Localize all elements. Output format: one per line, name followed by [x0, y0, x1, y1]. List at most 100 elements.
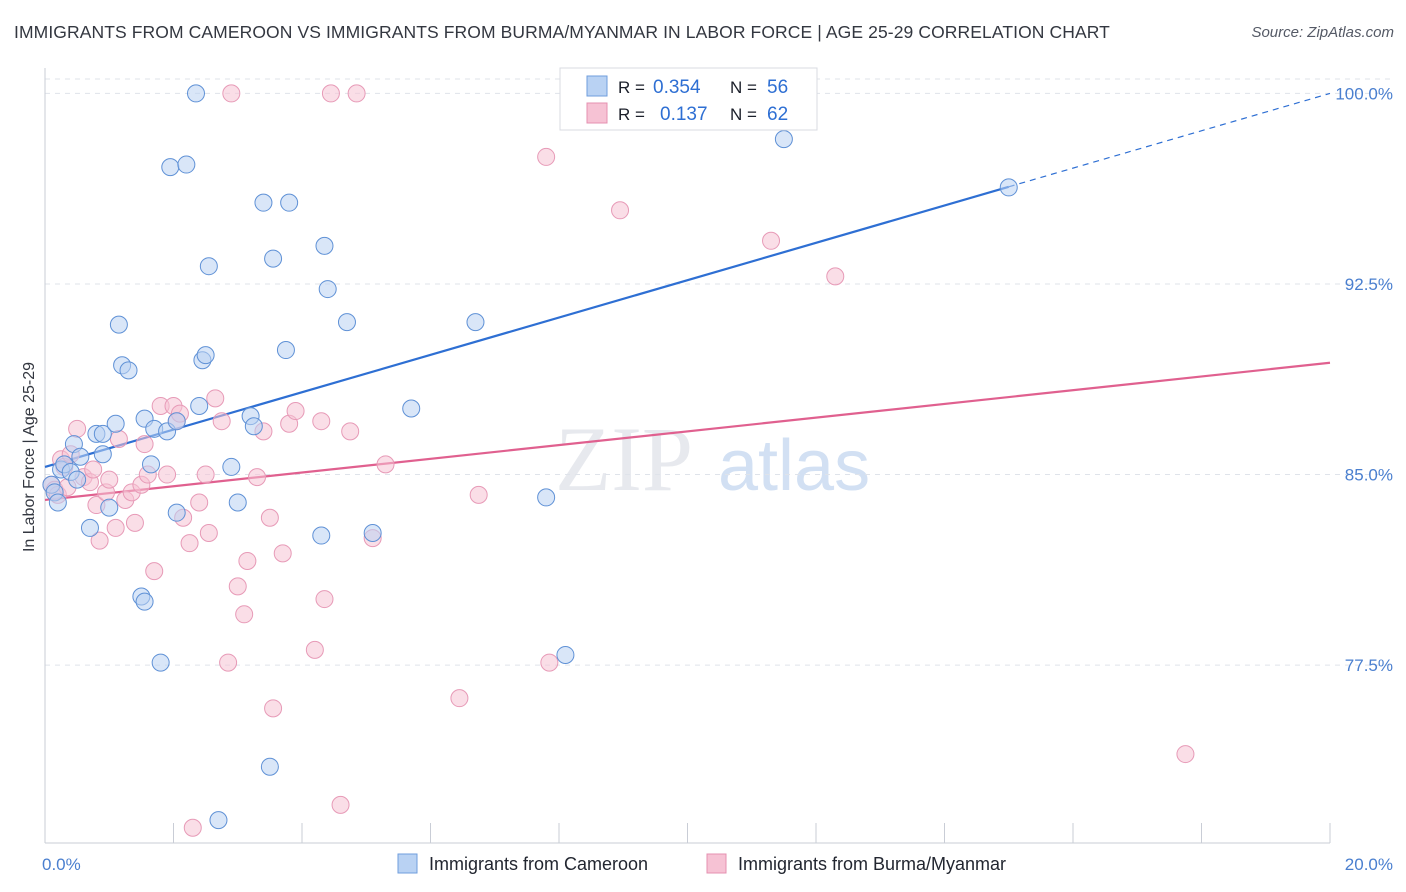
legend-n-value-burma: 62	[767, 104, 788, 125]
point-burma	[315, 590, 334, 609]
x-tick-label: 20.0%	[1345, 855, 1393, 874]
point-burma	[109, 429, 128, 448]
point-burma	[228, 577, 247, 596]
bottom-legend-swatch-burma	[706, 853, 727, 874]
point-burma	[273, 544, 292, 563]
point-cameroon	[142, 455, 161, 474]
point-burma	[450, 689, 469, 708]
point-cameroon	[222, 457, 241, 476]
legend-r-label-burma: R =	[618, 105, 645, 124]
point-cameroon	[466, 313, 485, 332]
point-cameroon	[93, 445, 112, 464]
point-cameroon	[93, 424, 112, 443]
point-cameroon	[254, 193, 273, 212]
point-cameroon	[312, 526, 331, 545]
point-burma	[125, 513, 144, 532]
point-burma	[190, 493, 209, 512]
point-burma	[196, 465, 215, 484]
point-burma	[145, 562, 164, 581]
watermark-atlas: atlas	[718, 426, 870, 506]
point-burma	[347, 84, 366, 103]
point-cameroon	[167, 503, 186, 522]
bottom-legend-swatch-cameroon	[397, 853, 418, 874]
point-burma	[206, 389, 225, 408]
point-cameroon	[167, 412, 186, 431]
chart-title: IMMIGRANTS FROM CAMEROON VS IMMIGRANTS F…	[14, 22, 1110, 42]
legend-n-label-burma: N =	[730, 105, 757, 124]
point-cameroon	[315, 236, 334, 255]
point-burma	[158, 465, 177, 484]
tick-labels: 77.5% 85.0% 92.5% 100.0% 0.0% 20.0%	[42, 84, 1393, 874]
point-burma	[312, 412, 331, 431]
point-burma	[135, 435, 154, 454]
legend-swatch-cameroon	[586, 75, 608, 97]
point-cameroon	[244, 417, 263, 436]
point-cameroon	[363, 524, 382, 542]
point-cameroon	[264, 249, 283, 268]
point-cameroon	[774, 130, 793, 149]
point-cameroon	[260, 757, 279, 776]
point-burma	[469, 485, 488, 504]
point-burma	[264, 699, 283, 718]
grid-lines	[45, 78, 1392, 666]
watermark-zip: ZIP	[555, 408, 693, 510]
point-cameroon	[68, 470, 87, 489]
point-cameroon	[186, 84, 205, 103]
point-cameroon	[402, 399, 421, 418]
point-cameroon	[318, 280, 337, 299]
point-cameroon	[276, 341, 295, 360]
point-cameroon	[537, 488, 556, 507]
legend-r-label-cameroon: R =	[618, 78, 645, 97]
point-burma	[331, 795, 350, 814]
point-cameroon	[135, 592, 154, 611]
point-cameroon	[71, 447, 90, 466]
point-cameroon	[80, 518, 99, 537]
y-tick-label: 85.0%	[1345, 466, 1393, 485]
point-cameroon	[151, 653, 170, 672]
source-credit: Source: ZipAtlas.com	[1251, 24, 1394, 41]
point-burma	[611, 201, 630, 220]
point-cameroon	[199, 257, 218, 276]
point-burma	[1176, 745, 1195, 764]
point-cameroon	[556, 645, 575, 664]
point-burma	[537, 147, 556, 166]
point-burma	[376, 455, 395, 474]
point-cameroon	[100, 498, 119, 517]
point-cameroon	[209, 811, 228, 830]
point-cameroon	[48, 493, 67, 512]
point-cameroon	[280, 193, 299, 212]
point-cameroon	[228, 493, 247, 512]
x-tick-label: 0.0%	[42, 855, 81, 874]
point-burma	[260, 508, 279, 527]
point-burma	[84, 460, 103, 479]
point-burma	[199, 524, 218, 542]
legend-n-value-cameroon: 56	[767, 77, 788, 98]
point-burma	[286, 402, 305, 421]
y-tick-label: 77.5%	[1345, 656, 1393, 675]
point-cameroon	[177, 155, 196, 174]
point-burma	[305, 640, 324, 659]
point-cameroon	[337, 313, 356, 332]
point-burma	[219, 653, 238, 672]
correlation-legend: R = 0.354 N = 56 R = 0.137 N = 62	[559, 67, 818, 131]
point-burma	[235, 605, 254, 624]
point-burma	[212, 412, 231, 431]
point-cameroon	[119, 361, 138, 380]
point-burma	[762, 231, 781, 250]
point-cameroon	[190, 396, 209, 415]
legend-r-value-burma: 0.137	[660, 104, 708, 125]
trend-line-cameroon-extension	[1008, 92, 1331, 188]
point-burma	[238, 551, 257, 570]
point-burma	[222, 84, 241, 103]
bottom-legend-label-burma: Immigrants from Burma/Myanmar	[738, 854, 1006, 874]
bottom-legend-label-cameroon: Immigrants from Cameroon	[429, 854, 648, 874]
point-burma	[826, 267, 845, 286]
point-burma	[341, 422, 360, 441]
point-cameroon	[109, 315, 128, 334]
point-burma	[106, 518, 125, 537]
point-burma	[100, 470, 119, 489]
point-cameroon	[196, 346, 215, 365]
point-burma	[180, 534, 199, 553]
trend-line-cameroon	[44, 185, 1010, 468]
